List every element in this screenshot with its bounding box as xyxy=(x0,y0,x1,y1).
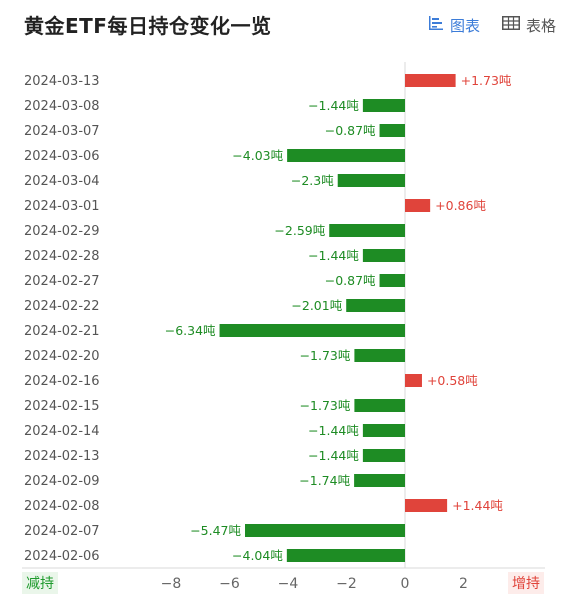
bar xyxy=(346,299,405,312)
category-label: 2024-02-07 xyxy=(24,524,100,539)
bar xyxy=(219,324,405,337)
tab-table-label: 表格 xyxy=(526,16,557,35)
category-label: 2024-02-20 xyxy=(24,349,100,364)
bar xyxy=(362,99,405,112)
data-label: −1.44吨 xyxy=(308,98,359,113)
data-label: −1.44吨 xyxy=(308,423,359,438)
bar xyxy=(286,549,405,562)
data-label: +1.44吨 xyxy=(452,498,503,513)
bar-chart-icon xyxy=(428,15,444,35)
category-label: 2024-03-04 xyxy=(24,174,100,189)
data-label: −0.87吨 xyxy=(325,123,376,138)
bar xyxy=(287,149,405,162)
category-label: 2024-03-07 xyxy=(24,124,100,139)
tab-table[interactable]: 表格 xyxy=(502,14,556,36)
data-label: −4.03吨 xyxy=(232,148,283,163)
x-tick-label: 2 xyxy=(459,576,468,592)
category-label: 2024-02-21 xyxy=(24,324,100,339)
x-tick-label: 0 xyxy=(401,576,410,592)
bar xyxy=(362,449,405,462)
tab-chart-label: 图表 xyxy=(450,16,481,35)
data-label: −1.74吨 xyxy=(299,473,350,488)
category-label: 2024-02-14 xyxy=(24,424,100,439)
increase-label: 增持 xyxy=(508,572,544,594)
data-label: −1.44吨 xyxy=(308,248,359,263)
x-tick-label: −4 xyxy=(278,576,299,592)
bar xyxy=(379,124,405,137)
bar xyxy=(405,74,456,87)
data-label: +0.58吨 xyxy=(427,373,478,388)
bar xyxy=(337,174,405,187)
data-label: −1.44吨 xyxy=(308,448,359,463)
bar xyxy=(362,249,405,262)
holdings-bar-chart: 2024-03-13 +1.73吨 2024-03-08 −1.44吨 2024-03-… xyxy=(22,62,545,592)
category-label: 2024-03-01 xyxy=(24,199,100,214)
category-label: 2024-03-08 xyxy=(24,99,100,114)
data-label: −1.73吨 xyxy=(300,348,351,363)
data-label: −1.73吨 xyxy=(300,398,351,413)
x-tick-label: −2 xyxy=(336,576,357,592)
data-label: −4.04吨 xyxy=(232,548,283,563)
category-label: 2024-02-16 xyxy=(24,374,100,389)
category-label: 2024-03-06 xyxy=(24,149,100,164)
bar xyxy=(245,524,405,537)
bar xyxy=(379,274,405,287)
data-label: −5.47吨 xyxy=(190,523,241,538)
data-label: +0.86吨 xyxy=(435,198,486,213)
chart-area: 2024-03-13 +1.73吨 2024-03-08 −1.44吨 2024-03-… xyxy=(0,56,580,599)
category-label: 2024-02-06 xyxy=(24,549,100,564)
data-label: +1.73吨 xyxy=(461,73,512,88)
category-label: 2024-02-28 xyxy=(24,249,100,264)
data-label: −2.01吨 xyxy=(291,298,342,313)
bar xyxy=(354,474,405,487)
category-label: 2024-02-22 xyxy=(24,299,100,314)
data-label: −0.87吨 xyxy=(325,273,376,288)
category-label: 2024-02-15 xyxy=(24,399,100,414)
bar xyxy=(354,349,405,362)
bar xyxy=(354,399,405,412)
bar xyxy=(405,374,422,387)
category-label: 2024-02-13 xyxy=(24,449,100,464)
category-label: 2024-02-27 xyxy=(24,274,100,289)
bar xyxy=(405,199,431,212)
reduce-label: 减持 xyxy=(22,572,58,594)
bar xyxy=(405,499,448,512)
page-title: 黄金ETF每日持仓变化一览 xyxy=(24,14,272,38)
category-label: 2024-02-08 xyxy=(24,499,100,514)
bar xyxy=(329,224,405,237)
data-label: −6.34吨 xyxy=(165,323,216,338)
data-label: −2.3吨 xyxy=(291,173,334,188)
data-label: −2.59吨 xyxy=(274,223,325,238)
category-label: 2024-02-09 xyxy=(24,474,100,489)
tab-chart[interactable]: 图表 xyxy=(428,14,480,36)
header: 黄金ETF每日持仓变化一览 图表 表格 xyxy=(0,0,580,50)
category-label: 2024-02-29 xyxy=(24,224,100,239)
x-tick-label: −8 xyxy=(161,576,182,592)
table-icon xyxy=(502,16,520,34)
bar xyxy=(362,424,405,437)
category-label: 2024-03-13 xyxy=(24,74,100,89)
x-tick-label: −6 xyxy=(219,576,240,592)
